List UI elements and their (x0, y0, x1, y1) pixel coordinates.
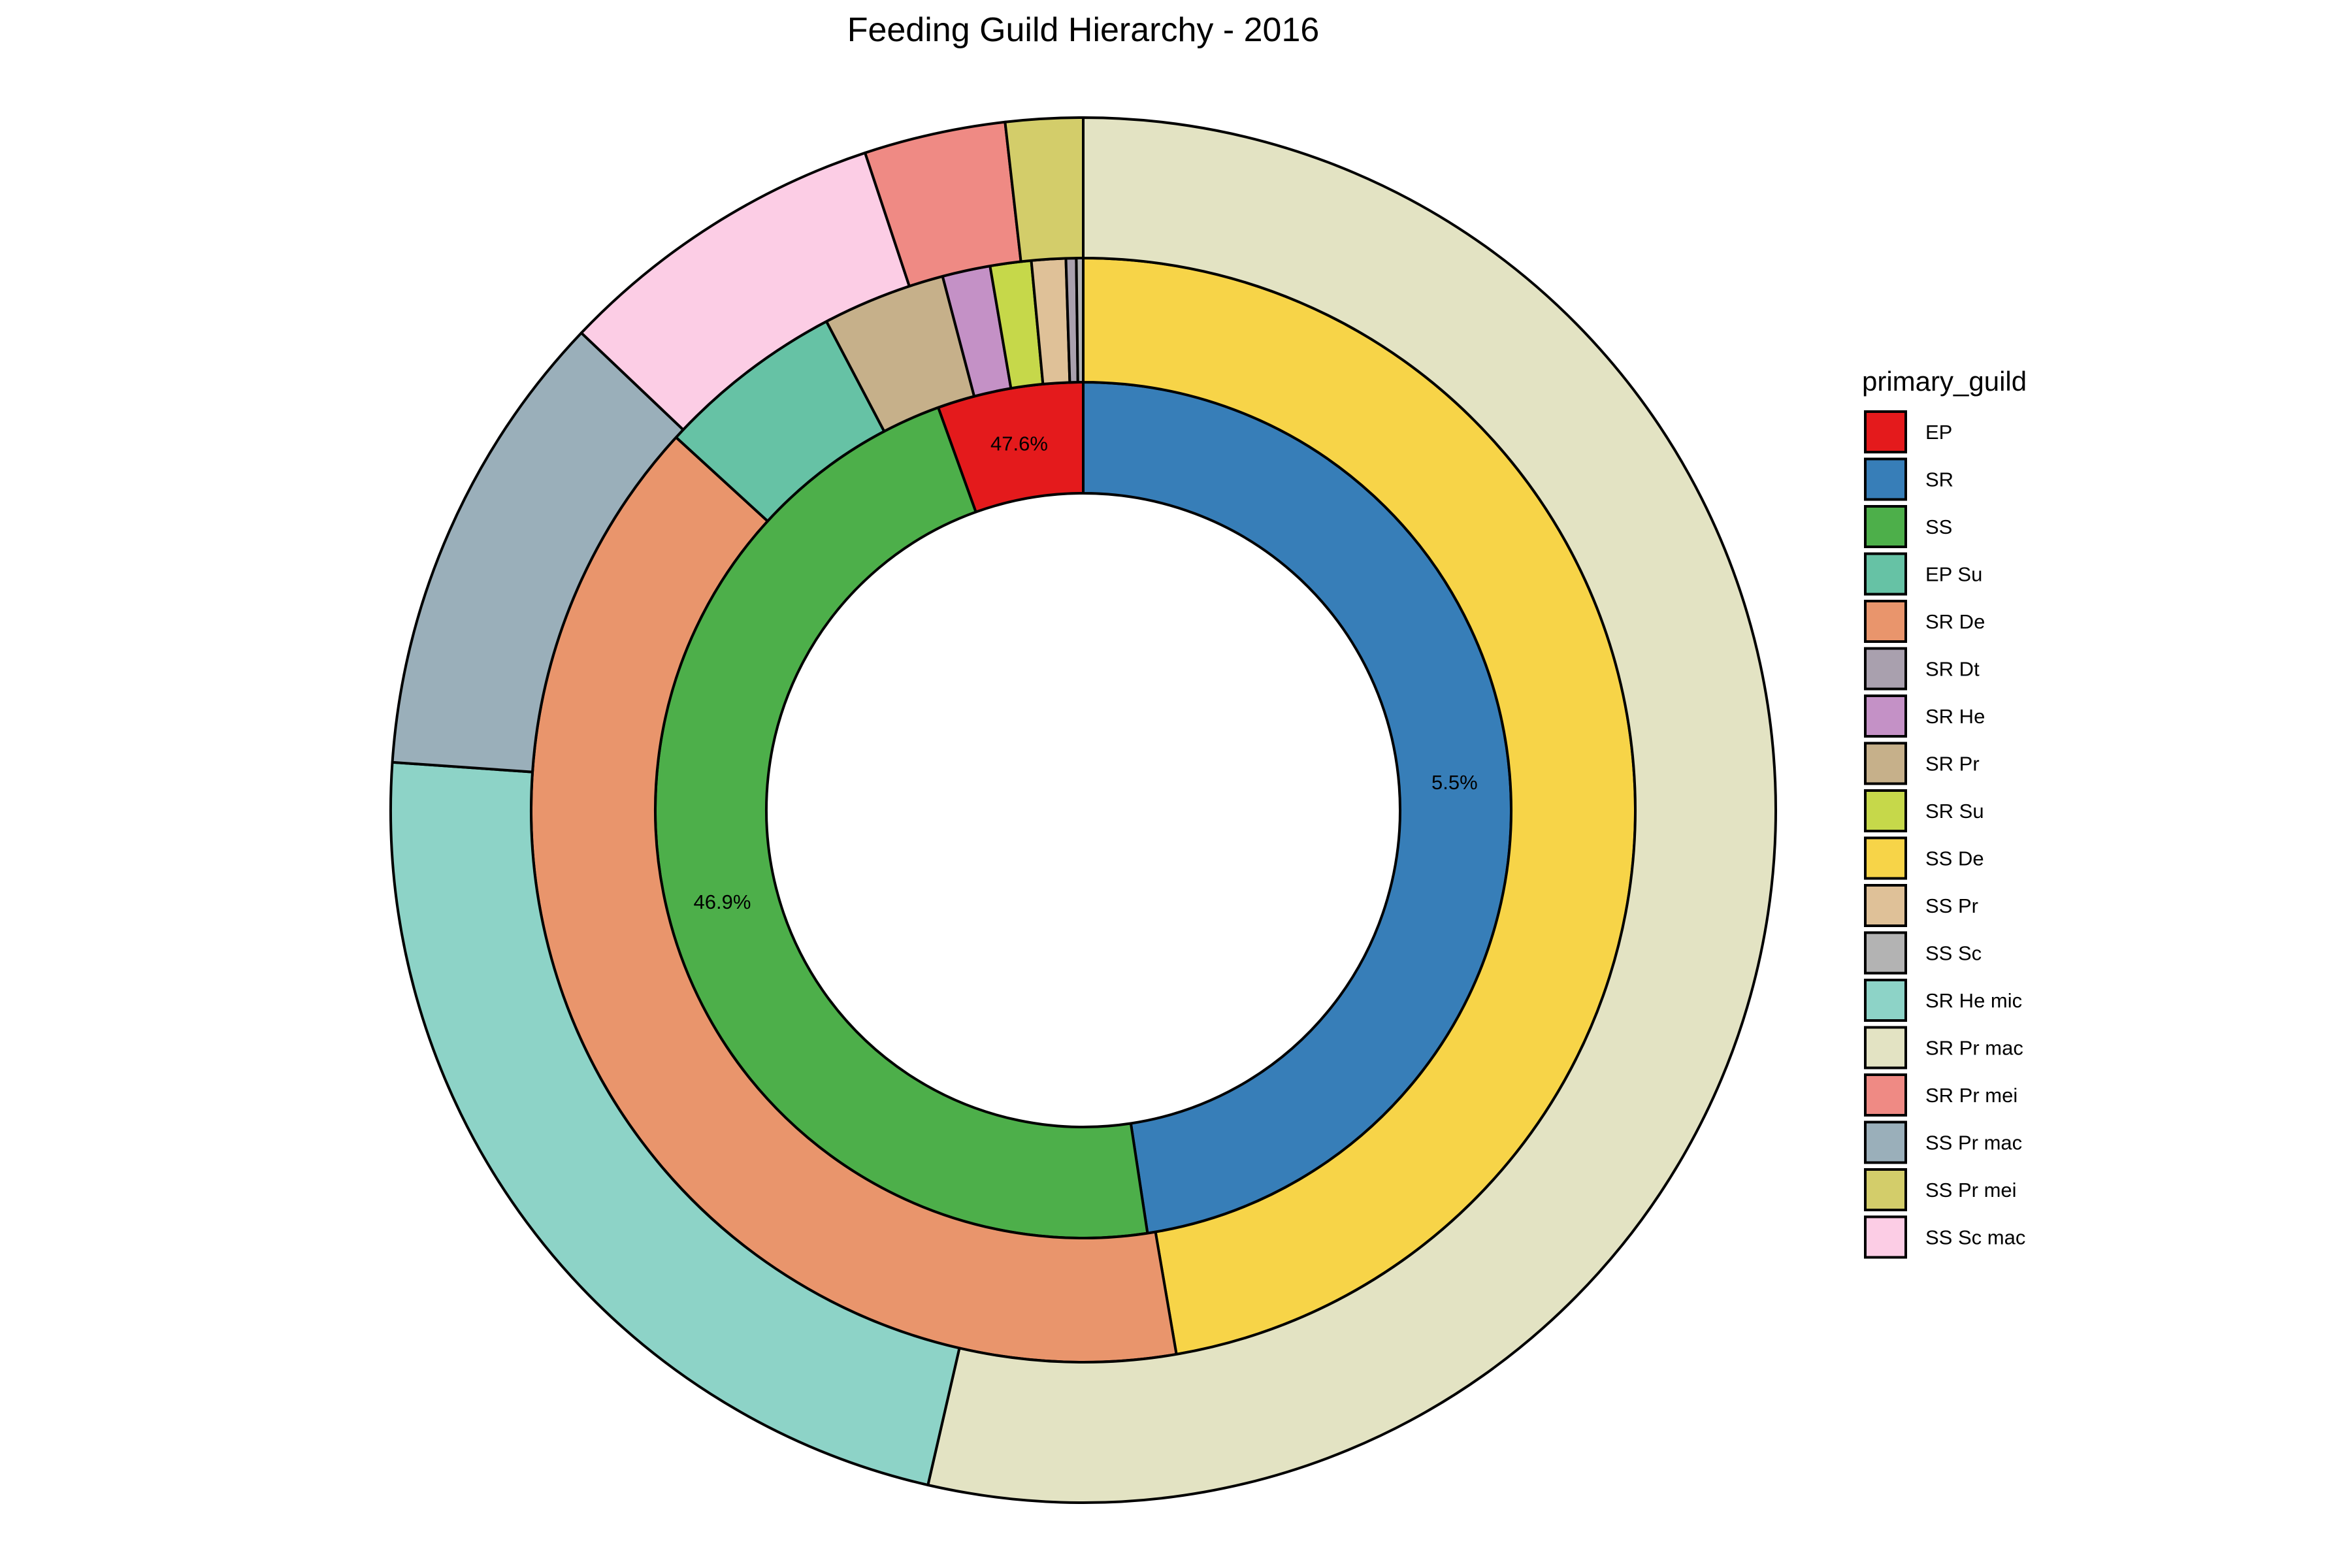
legend-label-sr-de: SR De (1925, 610, 1985, 633)
legend-key-sr-de (1864, 600, 1907, 643)
legend-label-ep-su: EP Su (1925, 563, 1982, 586)
legend-label-ss-pr: SS Pr (1925, 894, 1978, 917)
legend-label-sr: SR (1925, 468, 1953, 491)
wedge-ss-sc (1075, 257, 1085, 384)
legend-key-ep (1864, 410, 1907, 453)
pct-label-ep: 47.6% (990, 432, 1048, 455)
legend-label-ss-sc: SS Sc (1925, 942, 1982, 965)
legend-label-sr-he-mic: SR He mic (1925, 989, 2022, 1012)
legend-key-ss-pr-mac (1864, 1120, 1907, 1164)
legend-label-sr-pr-mac: SR Pr mac (1925, 1037, 2023, 1060)
legend-label-sr-dt: SR Dt (1925, 658, 1980, 681)
legend-label-ss-pr-mei: SS Pr mei (1925, 1179, 2017, 1201)
legend-label-ss-de: SS De (1925, 847, 1984, 870)
legend-key-sr-dt (1864, 647, 1907, 691)
legend-label-ss: SS (1925, 515, 1952, 538)
donut-rings (389, 116, 1777, 1504)
legend-key-sr-pr (1864, 742, 1907, 785)
pct-label-sr: 5.5% (1431, 771, 1478, 794)
legend-label-sr-pr: SR Pr (1925, 753, 1980, 776)
legend-label-ep: EP (1925, 421, 1952, 444)
percent-labels: 5.5% 46.9% 47.6% (694, 432, 1478, 913)
legend-key-sr (1864, 457, 1907, 501)
legend-key-sr-pr-mac (1864, 1026, 1907, 1070)
legend-key-ss-sc (1864, 931, 1907, 975)
legend-key-ss-sc-mac (1864, 1215, 1907, 1259)
chart-title: Feeding Guild Hierarchy - 2016 (847, 11, 1320, 49)
legend-label-sr-he: SR He (1925, 705, 1985, 728)
wedge-ss-pr-mei (1004, 116, 1085, 263)
legend-label-ss-pr-mac: SS Pr mac (1925, 1132, 2022, 1154)
legend: primary_guild EP SR SS EP Su SR De SR Dt SR He… (1862, 366, 2027, 1259)
legend-key-sr-su (1864, 789, 1907, 832)
legend-key-ss-de (1864, 836, 1907, 880)
legend-key-ss-pr (1864, 884, 1907, 927)
legend-key-ep-su (1864, 552, 1907, 596)
legend-key-sr-pr-mei (1864, 1073, 1907, 1117)
legend-label-sr-pr-mei: SR Pr mei (1925, 1084, 2017, 1107)
legend-key-ss-pr-mei (1864, 1168, 1907, 1211)
legend-key-sr-he (1864, 694, 1907, 738)
legend-label-ss-sc-mac: SS Sc mac (1925, 1226, 2025, 1249)
legend-title: primary_guild (1862, 366, 2027, 397)
wedge-sr-he-mic (389, 760, 961, 1486)
legend-key-ss (1864, 505, 1907, 548)
pct-label-ss: 46.9% (694, 890, 751, 913)
legend-label-sr-su: SR Su (1925, 800, 1984, 823)
legend-key-sr-he-mic (1864, 979, 1907, 1022)
wedge-sr-pr-mac (926, 116, 1777, 1504)
